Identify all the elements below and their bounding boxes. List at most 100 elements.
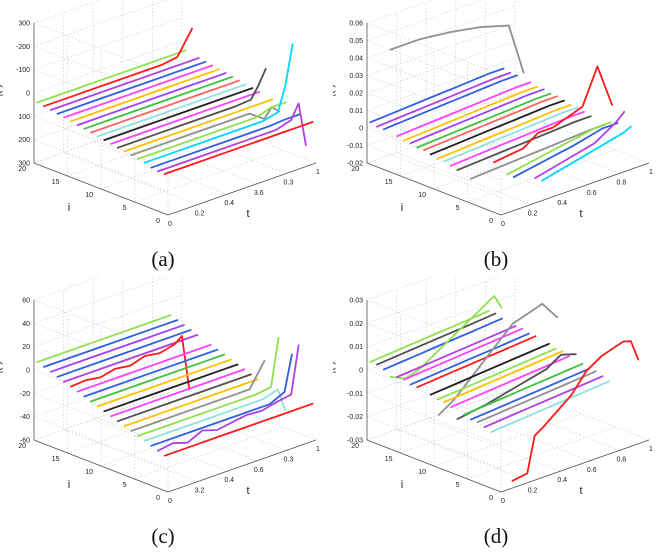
x-tick-label: 1 xyxy=(316,169,320,176)
grid-line xyxy=(455,408,590,462)
grid-line xyxy=(426,418,561,472)
y-tick-label: 10 xyxy=(418,469,426,476)
panel-c: -60 -40 -20 0 20 40 60 0 3.2 0.4 0.6 0.3 1 0 5 10 15 20 t i… xyxy=(0,277,332,553)
series-line-c-7 xyxy=(123,378,259,428)
grid-line xyxy=(366,369,502,423)
grid-line xyxy=(63,152,198,205)
grid-line xyxy=(33,369,169,423)
grid-line xyxy=(366,93,516,146)
series-line-d-14 xyxy=(409,332,530,386)
x-tick-label: 1 xyxy=(316,446,320,453)
grid-line xyxy=(100,136,250,190)
z-tick-label: -0.02 xyxy=(347,414,363,421)
series-line-d-3 xyxy=(483,375,604,429)
y-axis-label: i xyxy=(68,202,70,214)
x-tick-label: 0.3 xyxy=(284,179,294,186)
grid-line xyxy=(33,387,183,441)
series-line-a-16 xyxy=(63,64,214,119)
grid-line xyxy=(33,299,169,353)
series-line-b-2 xyxy=(534,110,626,179)
y-tick-label: 0 xyxy=(156,495,160,502)
x-tick-label: 0 xyxy=(168,498,172,505)
x-tick-label: 0.8 xyxy=(617,456,627,463)
z-tick-label: 0.05 xyxy=(349,38,363,45)
z-axis-label: ai(t) xyxy=(0,361,5,379)
series-line-b-10 xyxy=(436,104,572,160)
z-tick-label: 0.01 xyxy=(349,344,363,351)
x-tick-label: 0.4 xyxy=(224,477,234,484)
grid-line xyxy=(366,294,516,347)
series-line-c-1 xyxy=(163,402,314,457)
series-line-a-13 xyxy=(83,75,234,130)
grid-line xyxy=(33,277,101,301)
grid-line xyxy=(396,429,531,482)
x-tick-label: 0.6 xyxy=(587,190,597,197)
series-line-b-19 xyxy=(376,71,512,128)
x-tick-label: 0 xyxy=(501,498,505,505)
series-line-c-11 xyxy=(96,358,232,408)
series-line-b-13 xyxy=(416,92,552,149)
grid-line xyxy=(122,408,257,462)
grid-line xyxy=(366,5,516,59)
x-axis-line xyxy=(167,162,317,216)
y-tick-label: 15 xyxy=(52,179,60,186)
series-line-c-12 xyxy=(90,353,226,403)
z-tick-label: -0.01 xyxy=(347,391,363,398)
series-line-a-2 xyxy=(156,102,307,173)
grid-line xyxy=(33,393,169,446)
z-label-main: a xyxy=(0,95,3,102)
y-axis-line xyxy=(366,439,502,493)
series-line-a-20 xyxy=(36,49,187,104)
x-tick-label: 0 xyxy=(501,221,505,228)
series-line-a-9 xyxy=(110,91,261,145)
x-tick-label: 0.6 xyxy=(587,467,597,474)
series-line-a-17 xyxy=(56,60,207,115)
z-tick-label: 0.03 xyxy=(349,73,363,80)
plot-c: -60-40-20020406003.20.40.60.3105101520ti… xyxy=(0,277,320,505)
z-tick-label: 0.01 xyxy=(349,108,363,115)
z-axis-label-text: ai(t) xyxy=(0,361,5,379)
panel-b: -0.02 -0.01 0 0.01 0.02 0.03 0.04 0.05 0.06 0 0.2 0… xyxy=(333,0,665,276)
z-label-rest: (t) xyxy=(333,84,336,94)
x-axis-line xyxy=(167,439,317,493)
series-line-c-18 xyxy=(49,324,185,373)
grid-line xyxy=(122,131,257,185)
z-tick-label: -0.02 xyxy=(347,161,363,168)
series-line-a-19 xyxy=(43,27,194,108)
series-line-a-14 xyxy=(76,72,227,126)
x-axis-label: t xyxy=(579,208,582,220)
grid-line xyxy=(33,294,183,347)
x-tick-label: 0.2 xyxy=(528,211,538,218)
x-tick-label: 0.4 xyxy=(224,200,234,207)
series-line-b-4 xyxy=(506,121,612,176)
z-tick-label: 300 xyxy=(18,21,30,28)
panel-a: 300 200 100 0 -100 -200 300 0 0.2 0.4 3.6 0.3 1 0 5 10 1… xyxy=(0,0,332,276)
grid-line xyxy=(33,0,101,24)
grid-line xyxy=(93,418,228,472)
z-tick-label: -40 xyxy=(20,414,30,421)
z-tick-label: 0.02 xyxy=(349,321,363,328)
series-line-c-17 xyxy=(56,329,192,378)
grid-line xyxy=(366,57,502,111)
z-axis-label: bi(t) xyxy=(333,84,338,102)
z-axis-label-text: ai(t) xyxy=(0,84,5,102)
z-tick-label: -20 xyxy=(20,391,30,398)
series-line-d-11 xyxy=(429,342,550,396)
grid-line xyxy=(366,40,516,94)
caption-a: (a) xyxy=(151,247,175,271)
z-label-rest: (t) xyxy=(333,361,336,371)
series-line-b-15 xyxy=(403,85,539,142)
grid-line xyxy=(181,387,317,441)
x-axis-label: t xyxy=(246,485,249,497)
series-line-d-16 xyxy=(396,325,517,378)
y-tick-label: 5 xyxy=(456,482,460,489)
y-tick-label: 15 xyxy=(385,456,393,463)
z-label-sub: i xyxy=(333,94,338,96)
series-line-d-5 xyxy=(469,367,591,421)
grid-line xyxy=(514,110,650,164)
grid-line xyxy=(33,277,167,324)
series-line-c-8 xyxy=(116,373,252,423)
series-line-d-13 xyxy=(416,335,537,389)
series-line-d-4 xyxy=(476,370,597,424)
z-axis-label: ai(t) xyxy=(0,84,5,102)
